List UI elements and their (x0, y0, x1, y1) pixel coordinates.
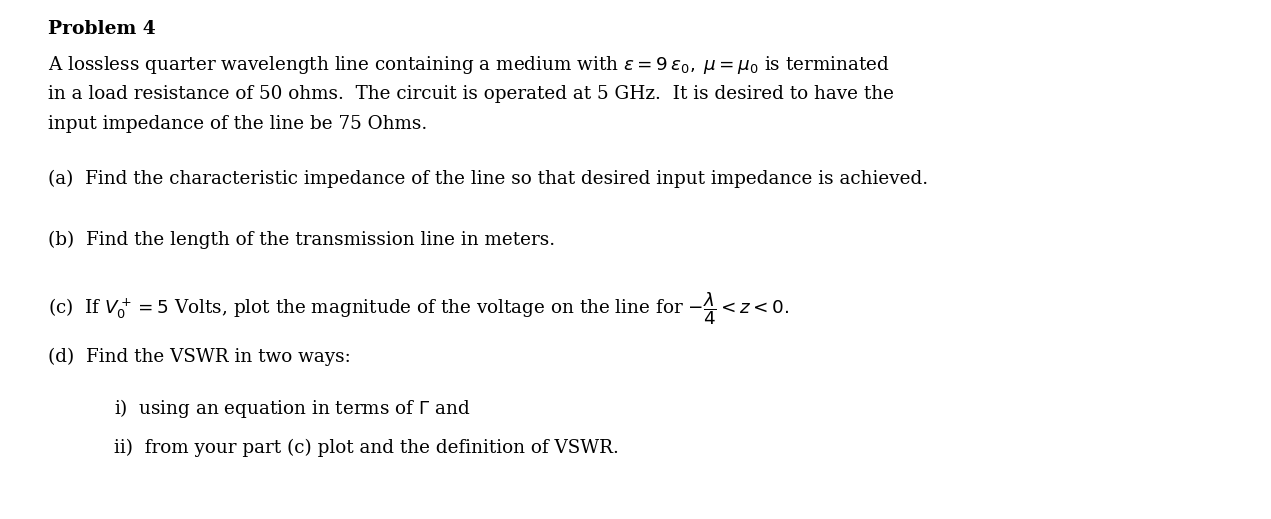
Text: Problem 4: Problem 4 (48, 20, 156, 38)
Text: in a load resistance of 50 ohms.  The circuit is operated at 5 GHz.  It is desir: in a load resistance of 50 ohms. The cir… (48, 85, 895, 103)
Text: (b)  Find the length of the transmission line in meters.: (b) Find the length of the transmission … (48, 230, 555, 249)
Text: (d)  Find the VSWR in two ways:: (d) Find the VSWR in two ways: (48, 348, 351, 366)
Text: i)  using an equation in terms of $\Gamma$ and: i) using an equation in terms of $\Gamma… (114, 397, 470, 419)
Text: (c)  If $V_0^+ = 5$ Volts, plot the magnitude of the voltage on the line for $-\: (c) If $V_0^+ = 5$ Volts, plot the magni… (48, 290, 789, 327)
Text: (a)  Find the characteristic impedance of the line so that desired input impedan: (a) Find the characteristic impedance of… (48, 170, 928, 188)
Text: ii)  from your part (c) plot and the definition of VSWR.: ii) from your part (c) plot and the defi… (114, 439, 619, 457)
Text: A lossless quarter wavelength line containing a medium with $\epsilon = 9\,\epsi: A lossless quarter wavelength line conta… (48, 54, 890, 76)
Text: input impedance of the line be 75 Ohms.: input impedance of the line be 75 Ohms. (48, 115, 427, 133)
